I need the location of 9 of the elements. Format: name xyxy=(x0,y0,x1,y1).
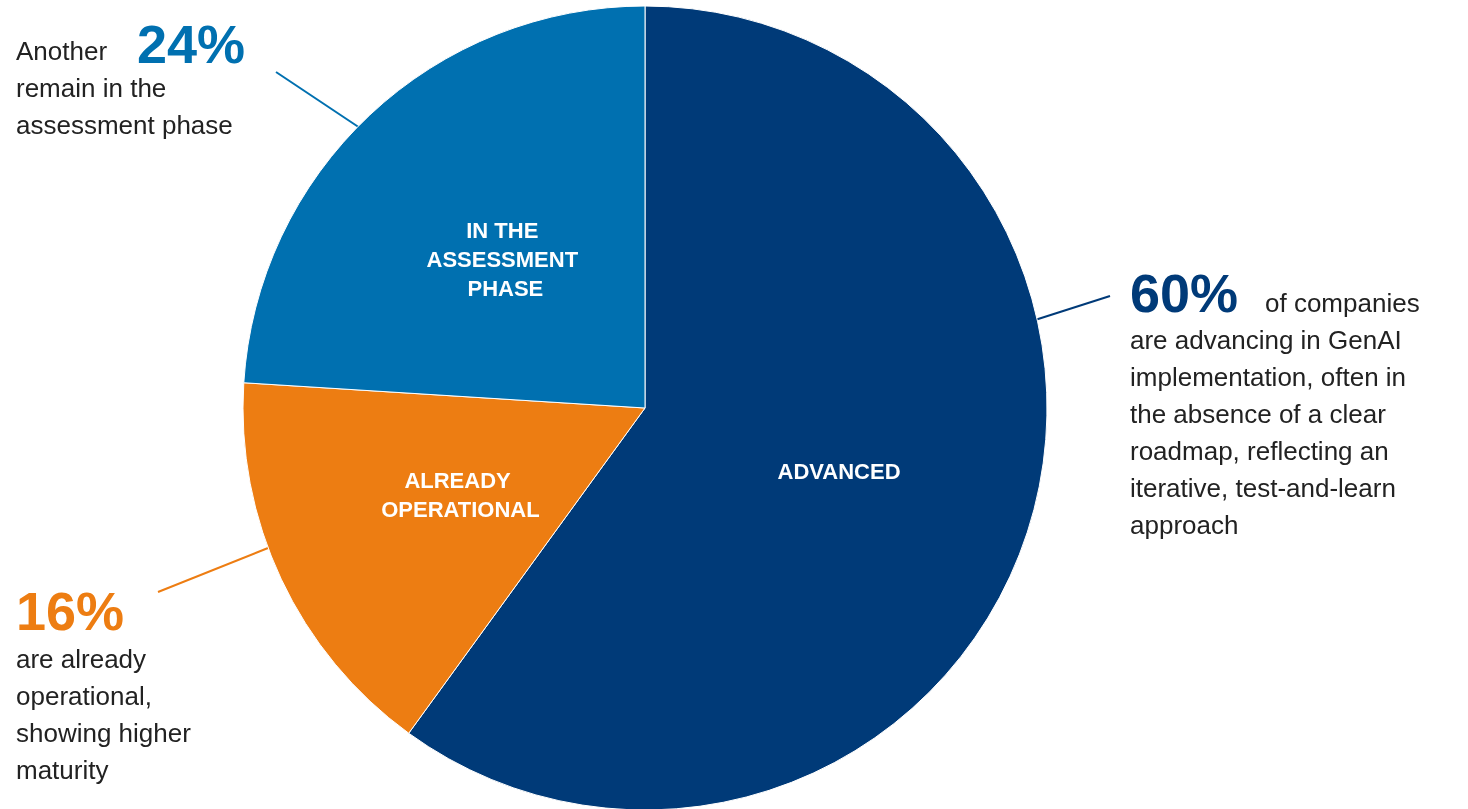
slice-label: IN THE ASSESSMENT PHASE xyxy=(426,217,585,301)
text: remain in the assessment phase xyxy=(16,73,233,140)
slice-label: ALREADY OPERATIONAL xyxy=(381,467,540,522)
text: 60% xyxy=(1130,263,1239,323)
text: are already operational, showing higher maturity xyxy=(16,644,192,785)
text: 24% xyxy=(137,14,246,74)
text: 16% xyxy=(16,581,125,641)
slice-label: ADVANCED xyxy=(777,458,901,484)
text: Another xyxy=(16,36,108,66)
